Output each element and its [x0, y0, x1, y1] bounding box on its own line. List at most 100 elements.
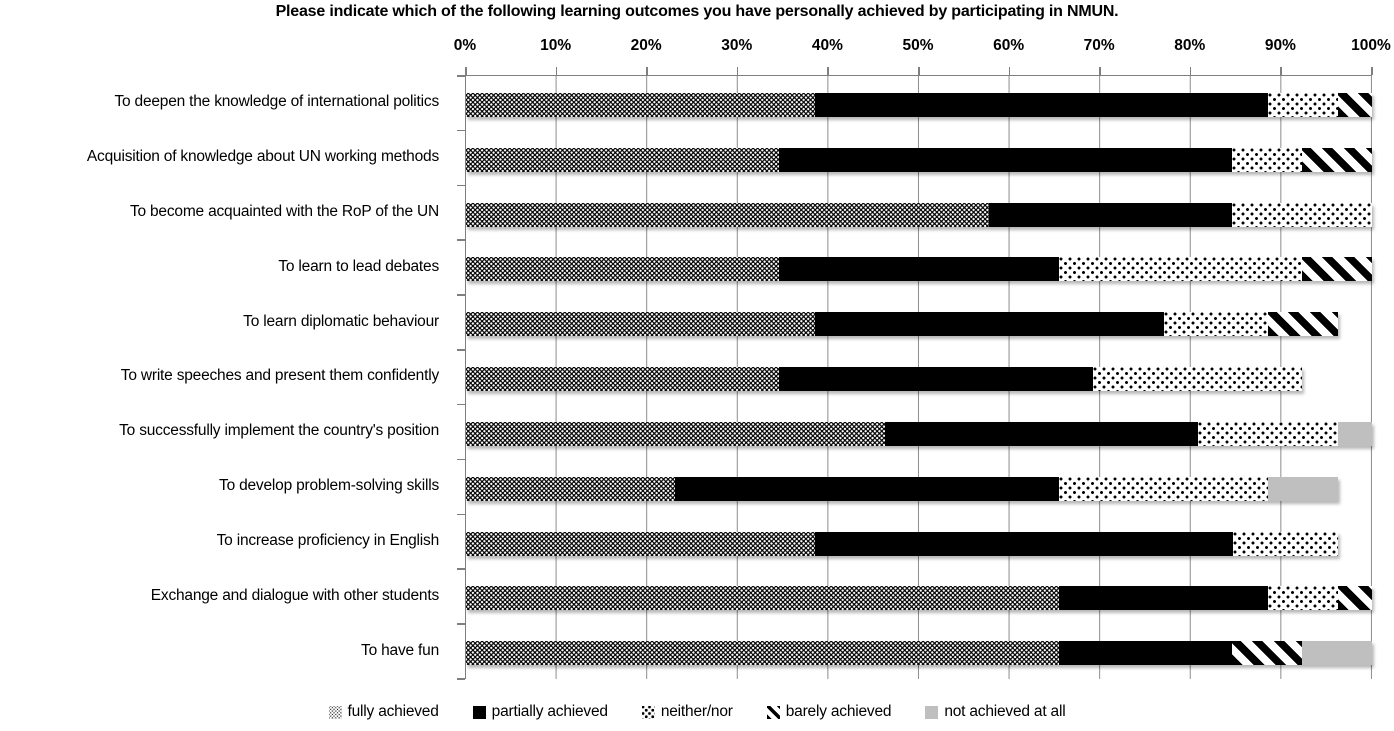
legend-label: neither/nor [660, 703, 733, 720]
stacked-bar [466, 257, 1372, 282]
bar-segment-neither-nor [1092, 367, 1303, 392]
bar-segment-neither-nor [1232, 202, 1372, 227]
not-achieved-at-all-swatch-icon [925, 705, 939, 719]
bar-segment-barely-achieved [1302, 257, 1372, 282]
y-axis-tick-mark [456, 678, 465, 680]
y-axis-tick-mark [456, 513, 465, 516]
category-label: To increase proficiency in English [216, 531, 440, 549]
bar-segment-neither-nor [1267, 586, 1338, 611]
x-axis-tick-label: 40% [811, 37, 843, 54]
bar-segment-partially-achieved [884, 421, 1199, 446]
bar-segment-fully-achieved [466, 476, 676, 501]
bar-segment-barely-achieved [1302, 147, 1372, 172]
bar-segment-fully-achieved [466, 586, 1059, 611]
bar-segment-partially-achieved [814, 531, 1234, 556]
x-axis-tick-label: 0% [453, 37, 477, 54]
bar-row [466, 460, 1372, 515]
stacked-bar [466, 202, 1372, 227]
y-axis-tick-mark [456, 239, 465, 241]
category-label: To successfully implement the country's … [119, 422, 439, 440]
bar-segment-partially-achieved [814, 312, 1164, 337]
x-axis-tick-mark [646, 66, 648, 75]
chart-title: Please indicate which of the following l… [275, 3, 1119, 20]
partially-achieved-swatch-icon [472, 705, 486, 719]
category-label: To develop problem-solving skills [219, 477, 439, 495]
category-label: To have fun [361, 641, 439, 659]
stacked-bar [466, 641, 1372, 666]
bar-segment-fully-achieved [466, 202, 989, 227]
y-axis-tick-mark [456, 568, 465, 570]
x-axis-tick-mark [918, 66, 920, 75]
stacked-bar [466, 312, 1338, 337]
x-axis-tick-mark [1008, 66, 1011, 75]
bar-segment-fully-achieved [466, 641, 1059, 666]
y-axis-tick-mark [456, 623, 465, 625]
legend-label: not achieved at all [944, 703, 1066, 720]
bar-segment-barely-achieved [1232, 641, 1303, 666]
x-axis-tick-label: 100% [1351, 37, 1391, 54]
legend-item-fully-achieved: fully achieved [328, 703, 439, 721]
x-axis-tick-mark [736, 66, 739, 75]
bar-segment-fully-achieved [466, 531, 815, 556]
bar-segment-not-achieved-at-all [1337, 421, 1372, 446]
x-axis-tick-mark [555, 66, 558, 75]
bar-row [466, 350, 1372, 405]
bar-segment-neither-nor [1233, 531, 1338, 556]
bar-segment-neither-nor [1058, 476, 1268, 501]
category-label: To learn diplomatic behaviour [243, 312, 439, 330]
x-axis-tick-label: 80% [1174, 37, 1206, 54]
y-axis-tick-mark [456, 294, 465, 296]
y-axis-tick-mark [456, 349, 465, 351]
legend-item-barely-achieved: barely achieved [766, 703, 892, 721]
stacked-bar [466, 531, 1338, 556]
bar-segment-barely-achieved [1337, 93, 1372, 117]
category-label: Exchange and dialogue with other student… [150, 586, 439, 604]
x-axis-tick-label: 30% [721, 37, 753, 54]
x-axis-tick-mark [1099, 66, 1101, 75]
bar-segment-fully-achieved [466, 147, 780, 172]
bar-row [466, 76, 1372, 131]
bar-row [466, 515, 1372, 570]
bar-segment-fully-achieved [466, 421, 885, 446]
legend-label: barely achieved [785, 703, 892, 720]
x-axis-tick-label: 90% [1264, 37, 1296, 54]
bar-row [466, 186, 1372, 241]
category-label: To become acquainted with the RoP of the… [129, 203, 439, 221]
barely-achieved-swatch-icon [766, 705, 780, 719]
legend-item-partially-achieved: partially achieved [472, 703, 608, 721]
bar-row [466, 240, 1372, 295]
bar-segment-neither-nor [1163, 312, 1268, 337]
bar-segment-partially-achieved [779, 257, 1059, 282]
x-axis-tick-label: 60% [993, 37, 1025, 54]
bar-segment-barely-achieved [1267, 312, 1338, 337]
stacked-bar [466, 93, 1372, 117]
category-label: To learn to lead debates [278, 257, 439, 275]
category-label: Acquisition of knowledge about UN workin… [86, 148, 439, 166]
y-axis-tick-mark [456, 403, 465, 406]
x-axis-tick-label: 70% [1083, 37, 1115, 54]
bar-segment-fully-achieved [466, 367, 780, 392]
bar-segment-partially-achieved [675, 476, 1059, 501]
stacked-bar [466, 367, 1303, 392]
bar-segment-not-achieved-at-all [1302, 641, 1372, 666]
y-axis-tick-mark [456, 184, 465, 187]
bar-segment-neither-nor [1232, 147, 1303, 172]
bar-segment-partially-achieved [779, 147, 1233, 172]
bar-row [466, 405, 1372, 460]
x-axis-tick-mark [1280, 66, 1282, 75]
fully-achieved-swatch-icon [328, 705, 342, 719]
x-axis-tick-label: 50% [902, 37, 934, 54]
y-axis-tick-mark [456, 129, 465, 132]
bar-segment-barely-achieved [1337, 586, 1372, 611]
bar-segment-partially-achieved [1058, 641, 1233, 666]
y-axis-tick-mark [456, 458, 465, 461]
x-axis-tick-label: 10% [540, 37, 572, 54]
category-label: To deepen the knowledge of international… [114, 93, 439, 111]
stacked-bar [466, 586, 1372, 611]
category-label: To write speeches and present them confi… [120, 367, 439, 385]
y-axis-tick-mark [456, 75, 465, 77]
neither-nor-swatch-icon [641, 705, 655, 719]
x-axis-tick-label: 20% [630, 37, 662, 54]
plot-area [456, 66, 1373, 680]
bar-segment-fully-achieved [466, 257, 780, 282]
